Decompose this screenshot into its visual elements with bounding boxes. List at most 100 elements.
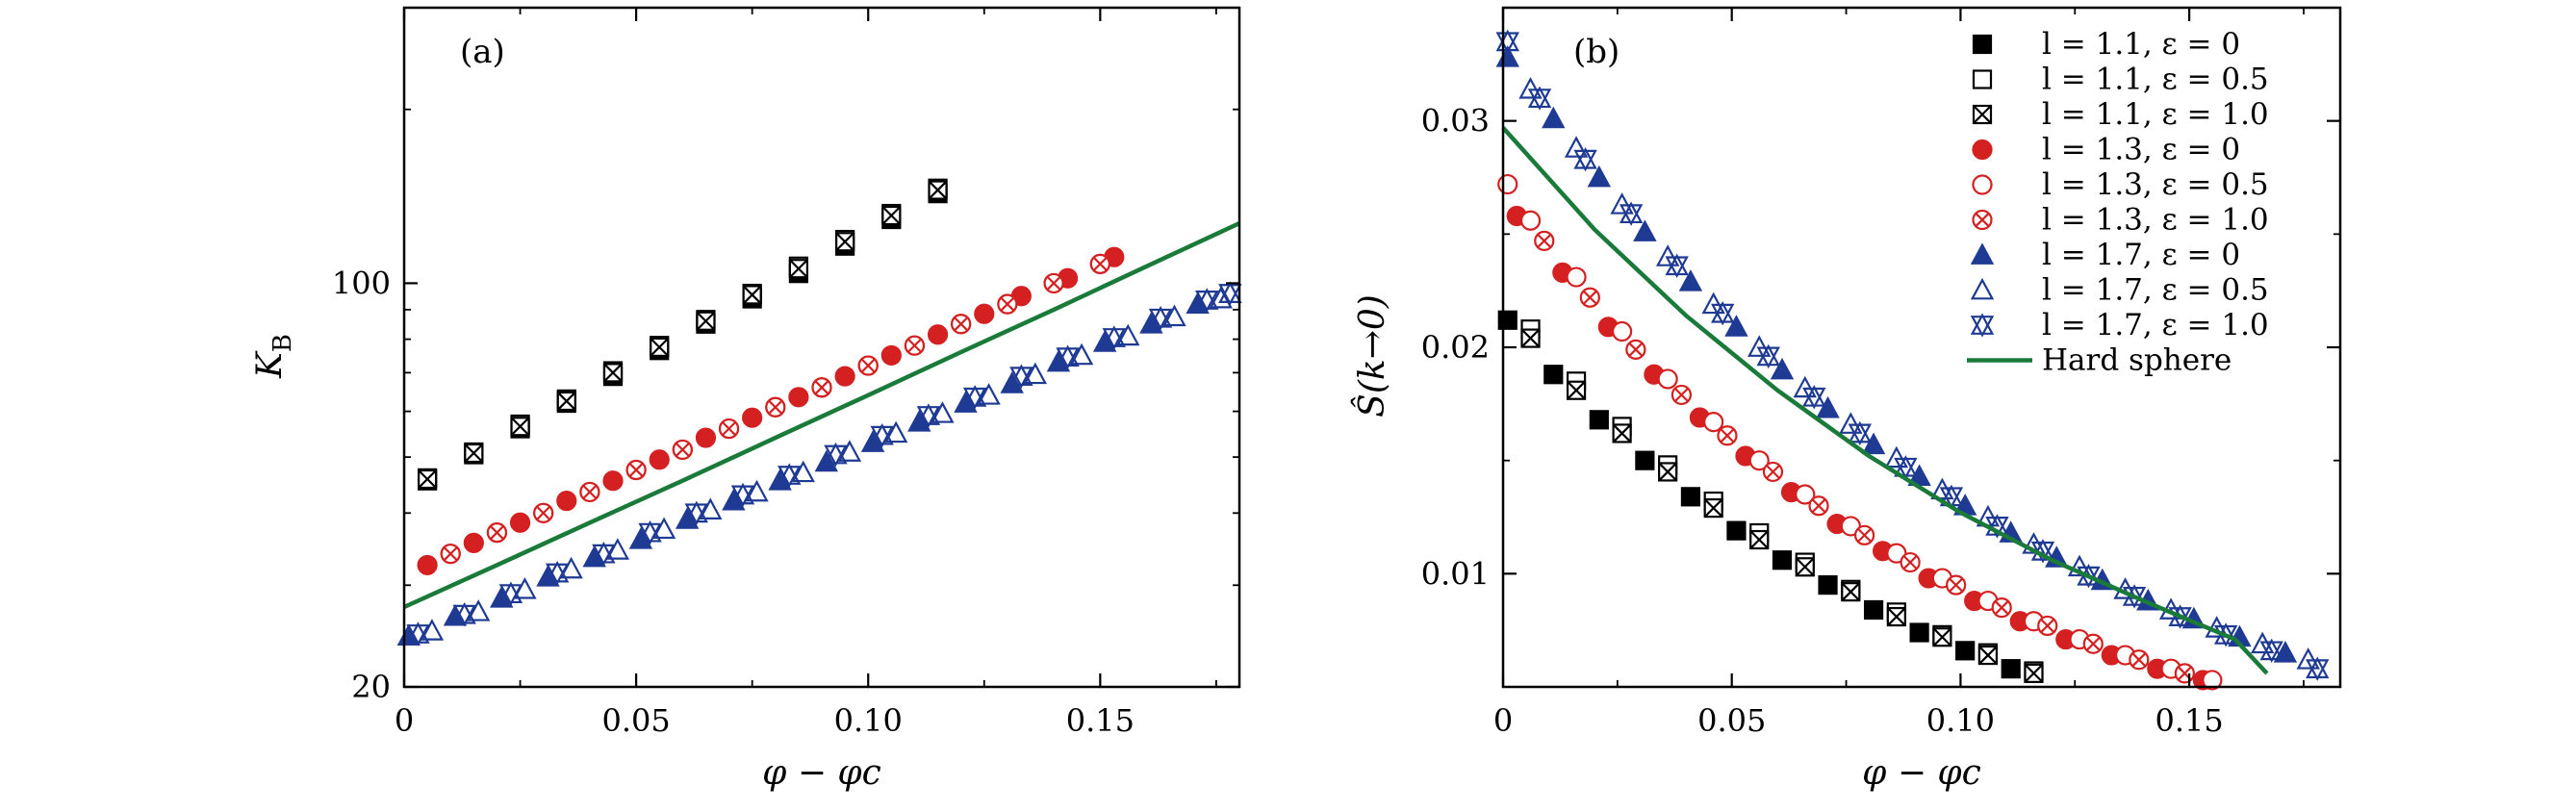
panel-a-series-l-1-7-0-5-point <box>699 497 723 520</box>
panel-a-series-l-1-1-1-0-point <box>881 205 902 226</box>
legend-label: l = 1.7, ε = 1.0 <box>2042 308 2269 342</box>
legend-entry-hard-sphere: Hard sphere <box>1967 343 2232 378</box>
panel-a-series-l-1-1-1-0-point <box>602 363 624 383</box>
panel-b-series-l-1-3-1-0-point <box>1534 230 1555 251</box>
panel-b-series-l-1-7-1-0-point <box>1665 253 1689 278</box>
panel-b-series-l-1-7-1-0-point <box>1756 343 1780 369</box>
panel-a-series-hard-sphere-line <box>403 221 1240 610</box>
panel-a-series-l-1-7-1-0-point <box>1148 306 1173 331</box>
panel-b-marks <box>1495 29 2330 691</box>
panel-b-xlabel: φ − φc <box>1862 753 1981 793</box>
panel-a-series-l-1-7-1-0-point <box>592 541 616 567</box>
panel-a-series-l-1-7-0-point <box>536 565 560 587</box>
panel-a-frame <box>402 6 1241 689</box>
panel-a-ylabel: KB <box>250 334 297 379</box>
panel-b-series-l-1-3-1-0-point <box>2129 649 2150 671</box>
panel-a-series-l-1-7-1-0-point <box>638 520 662 545</box>
legend-entry-l-1-3-0: l = 1.3, ε = 0 <box>1972 133 2240 167</box>
panel-a-xlabel: φ − φc <box>762 753 881 793</box>
legend-entry-l-1-1-1-0: l = 1.1, ε = 1.0 <box>1972 97 2269 132</box>
panel-a-series-l-1-1-1-0-point <box>696 311 716 331</box>
panel-b-series-l-1-7-1-0-point <box>1573 147 1597 172</box>
panel-a-series-l-1-7-1-0-point <box>962 385 987 410</box>
panel-b-series-l-1-3-0-5-point <box>1612 320 1633 342</box>
panel-b-series-l-1-1-0-point <box>2001 659 2021 679</box>
panel-b-series-l-1-1-1-0-point <box>1795 557 1815 577</box>
panel-a-series-l-1-7-0-5-point <box>977 383 1001 405</box>
panel-b-series-l-1-1-1-0-point <box>2024 663 2044 683</box>
panel-a-series-l-1-3-0 <box>417 246 1125 576</box>
panel-a-ytick-label: 20 <box>351 669 391 705</box>
panel-b-series-l-1-7-0-point <box>1861 432 1886 455</box>
panel-a-series-l-1-1-1-0 <box>418 180 948 490</box>
panel-a-xtick-label: 0.15 <box>1066 702 1135 739</box>
panel-a-series-l-1-7-1-0-point <box>824 442 848 468</box>
panel-a-series-l-1-7-0 <box>396 291 1210 646</box>
panel-b-series-l-1-3-1-0-point <box>1671 384 1693 406</box>
panel-b-series-l-1-7-1-0-point <box>1848 420 1873 446</box>
legend-swatch <box>1972 174 1993 195</box>
panel-a-series-l-1-7-1-0-point <box>1102 325 1126 350</box>
panel-a-series-l-1-7-0-point <box>1186 291 1210 315</box>
svg-text:KB: KB <box>250 334 297 379</box>
legend-label: l = 1.1, ε = 1.0 <box>2042 97 2269 132</box>
panel-b-series-l-1-3-1-0-point <box>1991 597 2012 619</box>
legend-label: l = 1.7, ε = 0.5 <box>2042 273 2269 308</box>
panel-a-series-l-1-3-1-0-point <box>533 502 554 523</box>
panel-b-series-l-1-7-1-0-point <box>1527 86 1552 111</box>
panel-a-label: (a) <box>460 33 505 71</box>
panel-b-ticks: 0 0.05 0.10 0.15 0.01 0.02 0.03 <box>1421 8 2340 739</box>
panel-a-series-l-1-7-0-5-point <box>883 420 908 444</box>
panel-b-series-l-1-7-1-0-point <box>2259 638 2283 664</box>
legend-label: l = 1.1, ε = 0.5 <box>2042 63 2269 97</box>
legend-swatch <box>1972 69 1993 89</box>
panel-b-ylabel: Ŝ(k→0) <box>1352 294 1392 418</box>
panel-b-series-l-1-7-0-5-point <box>1701 291 1725 315</box>
panel-a-series-l-1-3-0-point <box>509 512 531 533</box>
panel-b-series-l-1-7-0-5-point <box>1793 375 1817 398</box>
panel-a-series-l-1-1-1-0-point <box>742 285 762 305</box>
panel-a-series-l-1-3-1-0-point <box>440 544 461 565</box>
panel-b-series-l-1-3-0-5-point <box>1497 173 1518 195</box>
panel-b-series-l-1-1-1-0-point <box>1886 606 1906 627</box>
panel-a-marks <box>396 178 1242 646</box>
panel-a-series-l-1-3-0-point <box>927 324 949 345</box>
panel-a-series-l-1-7-1-0-point <box>1195 288 1219 313</box>
panel-b-series-l-1-1-0-point <box>1955 641 1976 661</box>
panel-a-series-l-1-3-0-point <box>834 366 855 387</box>
panel-b-series-l-1-1-0-point <box>1589 410 1609 430</box>
panel-b-series-l-1-1-0-point <box>1497 310 1518 330</box>
panel-a-series-l-1-1-1-0-point <box>835 232 855 252</box>
panel-b-series-l-1-1-1-0-point <box>1841 582 1861 602</box>
panel-b-series-l-1-1-1-0-point <box>1520 328 1541 348</box>
panel-a-series-l-1-3-1-0-point <box>857 355 879 376</box>
panel-a-series-l-1-3-1-0-point <box>1043 272 1064 294</box>
panel-a-series-l-1-7-0-5-point <box>1116 323 1140 346</box>
panel-a-series-l-1-7-1-0-point <box>684 500 708 525</box>
panel-b-series-l-1-3-0-5-point <box>2202 670 2223 691</box>
panel-b-series-l-1-1-0-point <box>1543 365 1564 385</box>
panel-a-series-l-1-7-1-0-point <box>406 621 430 646</box>
panel-a-ytick-label: 100 <box>332 265 391 301</box>
panel-a-series-l-1-7-0-5-point <box>1162 304 1186 327</box>
panel-b-series-l-1-1-1-0-point <box>1658 462 1678 482</box>
panel-b-series-l-1-7-0-point <box>1678 269 1703 291</box>
panel-b-series-l-1-1-1-0-point <box>1749 529 1770 550</box>
panel-a-series-l-1-7-1-0-point <box>1056 344 1080 369</box>
panel-b-legend: l = 1.1, ε = 0l = 1.1, ε = 0.5l = 1.1, ε… <box>1967 27 2269 378</box>
panel-b-series-l-1-7-0-point <box>1542 106 1566 129</box>
panel-b-series-l-1-3-1-0-point <box>1625 339 1646 360</box>
panel-b-series-l-1-3-1-0-point <box>2082 633 2104 654</box>
panel-b-series-l-1-3-1-0-point <box>1579 287 1600 308</box>
panel-b-series-l-1-1-0 <box>1497 310 2021 679</box>
panel-b-series-l-1-7-1-0-point <box>1711 301 1735 326</box>
panel-b-series-hard-sphere-line <box>1501 126 2269 675</box>
panel-b-series-l-1-1-0-point <box>1909 622 1929 643</box>
panel-a-series-l-1-7-1-0-point <box>870 422 894 448</box>
panel-b-series-l-1-1-1-0-point <box>1566 380 1587 400</box>
panel-a-series-l-1-7-1-0-point <box>916 403 941 428</box>
panel-b-series-l-1-7-0-point <box>1724 315 1748 337</box>
panel-b-series-l-1-1-1-0-point <box>1977 645 1999 666</box>
panel-b-series-l-1-3-1-0-point <box>1853 524 1875 545</box>
